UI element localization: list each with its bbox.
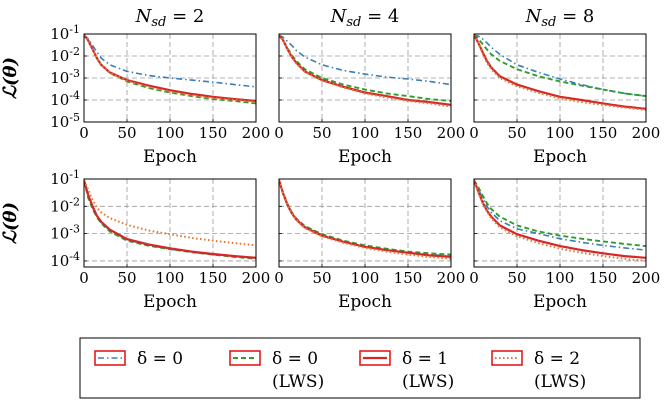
x-tick-label: 150 [394,124,423,142]
legend-frame [79,337,641,399]
y-tick-label: 10-4 [50,89,80,109]
grid [84,179,256,267]
x-tick-label: 0 [274,269,284,287]
x-tick-label: 50 [507,124,526,142]
series-lines [84,179,256,260]
series-lines [279,34,451,108]
x-tick-label: 200 [437,124,466,142]
x-tick-label: 0 [274,124,284,142]
x-axis-label: Epoch [338,147,392,167]
legend-label: δ = 0 [137,349,183,369]
x-tick-label: 50 [507,269,526,287]
subplot-r1-c3: 0 50 100 150 200 Epoch Nsd = 8 [469,6,660,167]
x-axis-label: Epoch [533,292,587,312]
y-axis-label: ℒ(θ) [0,202,21,244]
column-title: Nsd = 2 [135,6,205,30]
grid [474,179,646,267]
x-axis-label: Epoch [143,147,197,167]
y-tick-label: 10-3 [50,67,80,87]
y-tick-label: 10-4 [50,250,80,270]
x-tick-label: 50 [312,124,331,142]
series-lines [474,34,646,111]
subplot-r2-c2: 0 50 100 150 200 Epoch [274,178,466,312]
x-tick-label: 200 [632,124,661,142]
subplot-grid: 0 50 100 150 20010-110-210-310-410-5EpochNsd… [0,6,660,312]
y-tick-label: 10-5 [50,111,80,131]
legend-sublabel: (LWS) [534,372,586,392]
x-axis-label: Epoch [533,147,587,167]
x-tick-label: 150 [199,269,228,287]
series-line-3 [474,179,646,259]
x-tick-label: 150 [199,124,228,142]
y-tick-label: 10-1 [50,168,80,188]
x-tick-label: 150 [394,269,423,287]
legend-label: δ = 2 [534,349,580,369]
column-title: Nsd = 8 [525,6,595,30]
x-tick-label: 100 [351,269,380,287]
series-line-3 [279,179,451,258]
series-line-3 [84,179,256,259]
legend-entry-3: δ = 1 (LWS) [359,349,454,392]
x-tick-label: 200 [632,269,661,287]
subplot-r1-c2: 0 50 100 150 200 Epoch Nsd = 4 [274,6,465,167]
legend-label: δ = 0 [272,349,318,369]
subplot-r2-c3: 0 50 100 150 200 Epoch [469,178,661,312]
series-line-1 [279,34,451,86]
y-tick-label: 10-2 [50,195,80,215]
x-tick-label: 150 [589,269,618,287]
series-lines [84,34,256,105]
x-tick-label: 100 [351,124,380,142]
grid [84,34,256,122]
y-tick-label: 10-1 [50,23,80,43]
legend: δ = 0 δ = 0 (LWS) δ = 1 (LWS) δ = 2 (LWS) [79,337,641,399]
series-line-2 [474,179,646,248]
series-line-4 [84,179,256,247]
x-tick-label: 100 [156,269,185,287]
x-tick-label: 100 [156,124,185,142]
y-axis-label: ℒ(θ) [0,57,21,99]
x-tick-label: 150 [589,124,618,142]
x-tick-label: 0 [79,269,89,287]
y-tick-label: 10-2 [50,45,80,65]
series-line-4 [279,34,451,108]
legend-entry-2: δ = 0 (LWS) [229,349,324,392]
x-tick-label: 200 [242,269,271,287]
series-line-1 [474,179,646,251]
x-tick-label: 100 [546,269,575,287]
series-lines [474,179,646,262]
x-axis-label: Epoch [338,292,392,312]
series-line-1 [474,34,646,97]
series-line-1 [84,34,256,88]
legend-entry-4: δ = 2 (LWS) [491,349,586,392]
legend-sublabel: (LWS) [402,372,454,392]
legend-entry-1: δ = 0 [94,349,183,369]
y-tick-label: 10-3 [50,223,80,243]
series-line-4 [84,34,256,104]
x-tick-label: 200 [242,124,271,142]
series-line-3 [474,34,646,110]
series-line-2 [474,34,646,98]
x-tick-label: 50 [117,269,136,287]
x-tick-label: 200 [437,269,466,287]
grid [279,34,451,122]
x-tick-label: 100 [546,124,575,142]
column-title: Nsd = 4 [330,6,400,30]
x-tick-label: 0 [79,124,89,142]
legend-sublabel: (LWS) [272,372,324,392]
x-tick-label: 50 [312,269,331,287]
series-lines [279,179,451,260]
legend-label: δ = 1 [402,349,448,369]
legend-swatch-box [94,350,126,366]
x-tick-label: 50 [117,124,136,142]
x-tick-label: 0 [469,269,479,287]
series-line-4 [474,179,646,262]
subplot-r2-c1: 0 50 100 150 200 10-1 10-2 10-3 10-4 Epoch ℒ(θ) [0,168,270,312]
subplot-r1-c1: 0 50 100 150 200 10-110-210-310-410-5 Epoch Nsd… [0,6,270,167]
grid [474,34,646,122]
x-tick-label: 0 [469,124,479,142]
series-line-4 [474,34,646,111]
x-axis-label: Epoch [143,292,197,312]
